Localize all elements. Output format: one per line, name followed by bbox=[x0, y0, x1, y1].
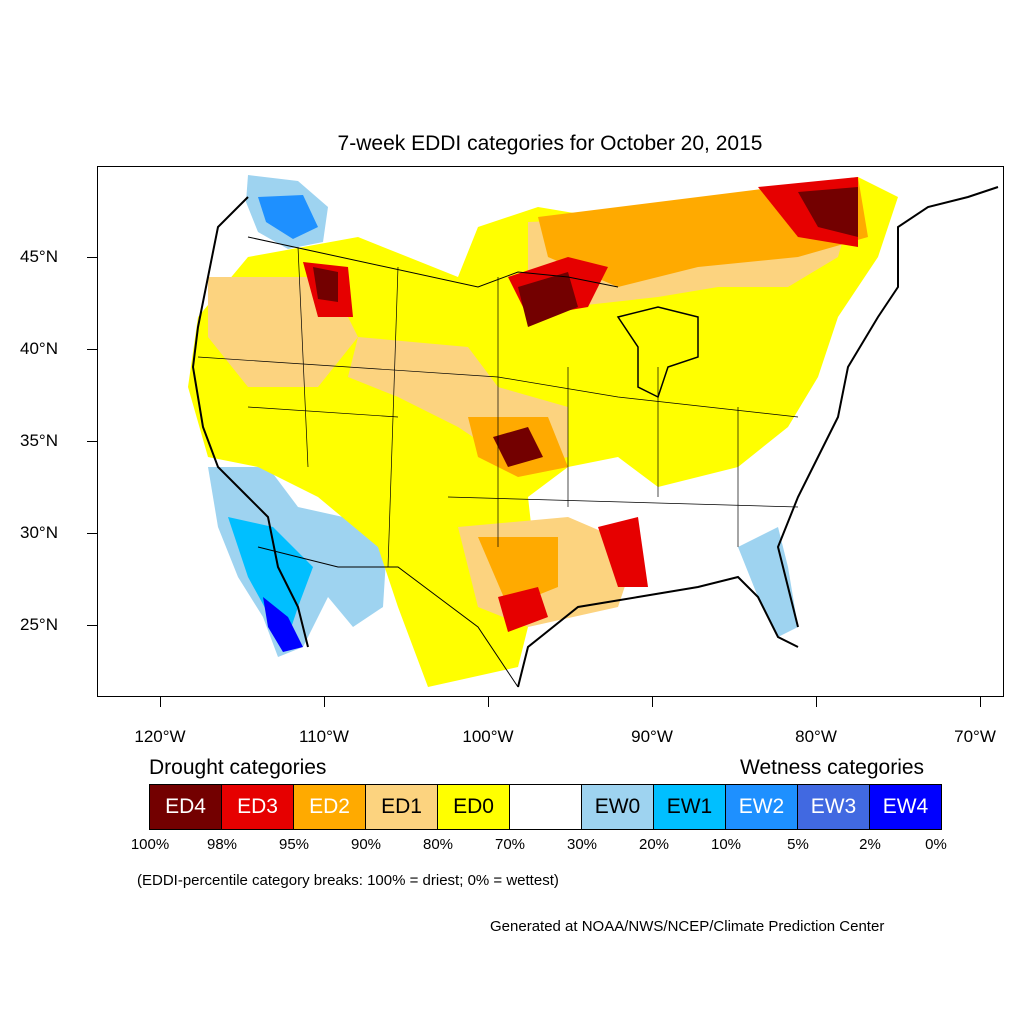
wet-region-northwest-core bbox=[258, 195, 318, 239]
legend-percentile-label: 80% bbox=[422, 836, 454, 853]
legend-swatch-ew4: EW4 bbox=[869, 784, 942, 830]
legend-swatch-ed0: ED0 bbox=[437, 784, 510, 830]
drought-ed4-montana bbox=[313, 267, 338, 302]
legend-percentile-label: 98% bbox=[206, 836, 238, 853]
mexico-border bbox=[257, 546, 519, 688]
lat-label-40: 40°N bbox=[20, 339, 58, 358]
legend-color-bar: ED4 ED3 ED2 ED1 ED0 EW0 EW1 EW2 EW3 EW4 bbox=[149, 784, 942, 830]
wet-region-southwest-core bbox=[228, 517, 313, 637]
canada-border bbox=[247, 236, 619, 288]
map-title: 7-week EDDI categories for October 20, 2… bbox=[337, 132, 763, 155]
legend-swatch-ed2: ED2 bbox=[293, 784, 366, 830]
lat-label-30: 30°N bbox=[20, 523, 58, 542]
great-lakes bbox=[616, 306, 699, 399]
drought-ed4-quebec bbox=[798, 187, 858, 237]
legend-percentile-label: 2% bbox=[859, 836, 881, 853]
lat-tick bbox=[87, 349, 97, 350]
legend-swatch-ew1: EW1 bbox=[653, 784, 726, 830]
drought-ed4-kansas bbox=[493, 427, 543, 467]
lon-label-70: 70°W bbox=[954, 727, 996, 746]
lon-tick bbox=[816, 697, 817, 707]
lat-label-45: 45°N bbox=[20, 247, 58, 266]
legend-swatch-ed3: ED3 bbox=[221, 784, 294, 830]
state-lines bbox=[197, 246, 799, 568]
percentile-note: (EDDI-percentile category breaks: 100% =… bbox=[137, 872, 559, 889]
coastline-west bbox=[191, 196, 309, 648]
credit-text: Generated at NOAA/NWS/NCEP/Climate Predi… bbox=[490, 918, 885, 935]
legend-swatch-ed1: ED1 bbox=[365, 784, 438, 830]
legend-percentile-label: 70% bbox=[494, 836, 526, 853]
drought-heading: Drought categories bbox=[149, 756, 327, 779]
lon-label-90: 90°W bbox=[631, 727, 673, 746]
eddi-map bbox=[188, 175, 999, 688]
legend-percentile-label: 20% bbox=[638, 836, 670, 853]
lon-label-100: 100°W bbox=[462, 727, 514, 746]
coastline-east bbox=[776, 186, 999, 628]
wetness-heading: Wetness categories bbox=[740, 756, 925, 779]
lon-label-80: 80°W bbox=[795, 727, 837, 746]
legend-percentile-label: 95% bbox=[278, 836, 310, 853]
legend-swatch-neutral bbox=[509, 784, 582, 830]
lon-tick bbox=[980, 697, 981, 707]
legend-swatch-ew2: EW2 bbox=[725, 784, 798, 830]
lon-tick bbox=[324, 697, 325, 707]
lon-tick bbox=[160, 697, 161, 707]
lat-tick bbox=[87, 625, 97, 626]
legend-percentile-label: 100% bbox=[130, 836, 170, 853]
drought-ed3-south bbox=[598, 517, 648, 587]
lat-label-25: 25°N bbox=[20, 615, 58, 634]
legend-percentile-label: 90% bbox=[350, 836, 382, 853]
drought-ed3-texas bbox=[498, 587, 548, 632]
legend-swatch-ew3: EW3 bbox=[797, 784, 870, 830]
legend-percentile-label: 0% bbox=[925, 836, 947, 853]
legend-swatch-ew0: EW0 bbox=[581, 784, 654, 830]
legend-swatch-ed4: ED4 bbox=[149, 784, 222, 830]
map-panel bbox=[97, 166, 1004, 697]
legend-percentile-label: 30% bbox=[566, 836, 598, 853]
lon-label-120: 120°W bbox=[134, 727, 186, 746]
lat-tick bbox=[87, 257, 97, 258]
coastline-gulf bbox=[517, 575, 799, 688]
drought-ed4-minnesota bbox=[518, 272, 578, 327]
lat-tick bbox=[87, 533, 97, 534]
legend-percentile-label: 5% bbox=[787, 836, 809, 853]
lon-tick bbox=[488, 697, 489, 707]
lon-tick bbox=[652, 697, 653, 707]
lat-label-35: 35°N bbox=[20, 431, 58, 450]
wet-region-florida bbox=[738, 527, 798, 637]
lon-label-110: 110°W bbox=[299, 727, 349, 746]
lat-tick bbox=[87, 441, 97, 442]
wet-region-baja bbox=[263, 597, 303, 652]
legend-percentile-label: 10% bbox=[710, 836, 742, 853]
